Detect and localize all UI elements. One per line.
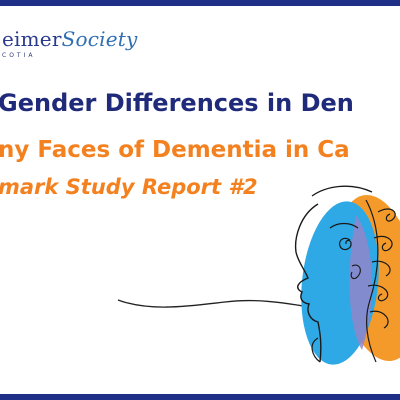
orange-face-hair-curls (367, 208, 396, 329)
logo-subtitle: COTIA (2, 52, 36, 59)
blue-face-hair (311, 185, 373, 197)
bottom-border-bar (0, 394, 400, 400)
alzheimer-society-logo: eimerSociety COTIA (2, 28, 138, 59)
blue-face-brow (329, 222, 359, 229)
title-many-faces: ny Faces of Dementia in Ca (0, 137, 350, 163)
logo-wordmark: eimerSociety (2, 28, 138, 50)
logo-wordmark-part-a: eimer (2, 27, 62, 51)
blue-face-ear (350, 264, 361, 280)
logo-wordmark-part-b: Society (61, 27, 138, 51)
bottom-curve-line (311, 337, 321, 363)
top-border-bar (0, 0, 400, 6)
orange-face-line (365, 199, 379, 363)
blue-face-eye-swirl (339, 237, 352, 251)
title-gender-differences: Gender Differences in Den (0, 89, 354, 117)
blue-face-profile-line (294, 203, 322, 363)
flowing-line (117, 299, 311, 308)
title-landmark-report: mark Study Report #2 (0, 175, 258, 199)
